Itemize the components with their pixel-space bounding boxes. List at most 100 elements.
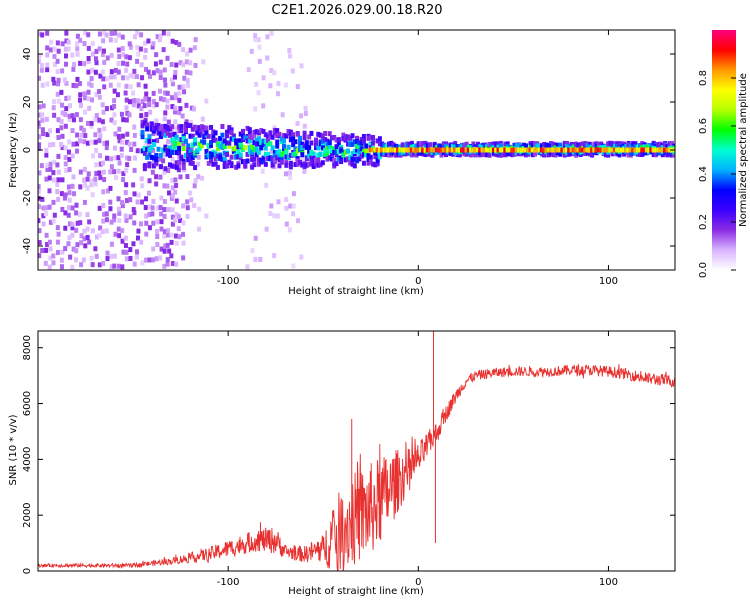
heatmap-cell: [263, 145, 268, 151]
heatmap-cell: [163, 166, 168, 172]
heatmap-cell: [101, 260, 106, 266]
heatmap-cell: [193, 140, 198, 146]
heatmap-cell: [98, 175, 103, 181]
heatmap-cell: [496, 152, 501, 158]
heatmap-cell: [382, 142, 387, 148]
heatmap-cell: [89, 139, 94, 145]
heatmap-cell: [359, 146, 364, 152]
heatmap-cell: [181, 47, 186, 53]
heatmap-cell: [140, 98, 145, 104]
heatmap-cell: [190, 142, 195, 148]
heatmap-cell: [327, 140, 332, 146]
heatmap-cell: [192, 203, 197, 209]
heatmap-cell: [52, 80, 57, 86]
heatmap-cell: [257, 58, 262, 64]
heatmap-cell: [302, 143, 307, 149]
heatmap-cell: [316, 145, 321, 151]
heatmap-cell: [240, 128, 245, 134]
heatmap-cell: [120, 139, 125, 145]
heatmap-cell: [647, 147, 652, 153]
heatmap-cell: [309, 140, 314, 146]
heatmap-cell: [78, 220, 83, 226]
heatmap-cell: [640, 147, 645, 153]
heatmap-cell: [288, 174, 293, 180]
heatmap-cell: [302, 168, 307, 174]
heatmap-cell: [120, 228, 125, 234]
heatmap-cell: [90, 67, 95, 73]
heatmap-cell: [448, 143, 453, 149]
heatmap-cell: [179, 124, 184, 130]
heatmap-cell: [339, 159, 344, 165]
heatmap-cell: [263, 139, 268, 145]
heatmap-cell: [275, 133, 280, 139]
heatmap-cell: [478, 147, 483, 153]
heatmap-cell: [599, 147, 604, 153]
heatmap-cell: [651, 152, 656, 158]
y-tick-label: 0: [22, 568, 33, 574]
heatmap-cell: [247, 127, 252, 133]
heatmap-cell: [188, 120, 193, 126]
heatmap-cell: [259, 139, 264, 145]
heatmap-cell: [78, 184, 83, 190]
heatmap-cell: [487, 141, 492, 147]
heatmap-cell: [63, 145, 68, 151]
heatmap-cell: [165, 242, 170, 248]
heatmap-cell: [288, 152, 293, 158]
heatmap-cell: [667, 144, 672, 150]
heatmap-cell: [89, 82, 94, 88]
heatmap-cell: [218, 136, 223, 142]
heatmap-cell: [444, 151, 449, 157]
heatmap-cell: [93, 69, 98, 75]
heatmap-cell: [113, 131, 118, 137]
heatmap-cell: [225, 151, 230, 157]
heatmap-cell: [169, 77, 174, 83]
heatmap-cell: [254, 138, 259, 144]
heatmap-cell: [402, 147, 407, 153]
heatmap-cell: [184, 102, 189, 108]
heatmap-cell: [213, 130, 218, 136]
heatmap-cell: [309, 158, 314, 164]
heatmap-cell: [40, 117, 45, 123]
heatmap-cell: [124, 117, 129, 123]
heatmap-cell: [539, 143, 544, 149]
heatmap-cell: [471, 141, 476, 147]
heatmap-cell: [642, 150, 647, 156]
heatmap-cell: [176, 226, 181, 232]
heatmap-cell: [496, 144, 501, 150]
heatmap-cell: [170, 221, 175, 227]
heatmap-cell: [38, 31, 42, 37]
heatmap-cell: [185, 82, 190, 88]
heatmap-cell: [307, 134, 312, 140]
heatmap-cell: [147, 96, 152, 102]
heatmap-cell: [603, 144, 608, 150]
heatmap-cell: [282, 133, 287, 139]
heatmap-cell: [146, 69, 151, 75]
heatmap-cell: [450, 151, 455, 157]
colorbar-tick-label: 0.4: [698, 166, 709, 182]
heatmap-cell: [86, 58, 91, 64]
heatmap-cell: [196, 161, 201, 167]
heatmap-cell: [78, 102, 83, 108]
heatmap-cell: [505, 147, 510, 153]
heatmap-cell: [606, 141, 611, 147]
y-tick-label: 8000: [22, 335, 33, 360]
heatmap-cell: [163, 243, 168, 249]
heatmap-cell: [359, 140, 364, 146]
heatmap-cell: [109, 69, 114, 75]
heatmap-cell: [170, 177, 175, 183]
heatmap-cell: [38, 58, 41, 64]
heatmap-cell: [162, 229, 167, 235]
heatmap-cell: [38, 203, 41, 209]
heatmap-cell: [505, 150, 510, 156]
heatmap-cell: [316, 157, 321, 163]
heatmap-cell: [272, 157, 277, 163]
heatmap-cell: [100, 102, 105, 108]
heatmap-cell: [75, 33, 80, 39]
heatmap-cell: [79, 233, 84, 239]
heatmap-cell: [188, 152, 193, 158]
heatmap-cell: [41, 213, 46, 219]
y-tick-label: 4000: [22, 447, 33, 472]
heatmap-cell: [41, 205, 46, 211]
heatmap-cell: [112, 253, 117, 259]
heatmap-cell: [64, 38, 69, 44]
